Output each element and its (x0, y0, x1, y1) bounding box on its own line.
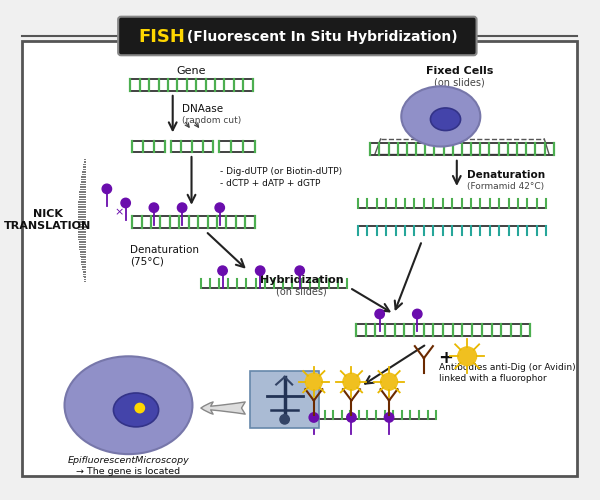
Text: ×: × (115, 208, 124, 218)
Text: Gene: Gene (177, 66, 206, 76)
Circle shape (380, 373, 398, 390)
Circle shape (121, 198, 130, 207)
Ellipse shape (65, 356, 193, 454)
Circle shape (102, 184, 112, 194)
Circle shape (413, 310, 422, 318)
Circle shape (347, 412, 356, 422)
Ellipse shape (113, 393, 158, 427)
Text: Denaturation: Denaturation (467, 170, 545, 179)
Text: → The gene is located: → The gene is located (76, 466, 181, 475)
Text: EpifluorescentMicroscopy: EpifluorescentMicroscopy (68, 456, 190, 465)
Text: (random cut): (random cut) (182, 116, 241, 124)
Text: DNAase: DNAase (182, 104, 223, 114)
Circle shape (215, 203, 224, 212)
FancyBboxPatch shape (250, 372, 319, 428)
Circle shape (295, 266, 304, 276)
Text: - Dig-dUTP (or Biotin-dUTP): - Dig-dUTP (or Biotin-dUTP) (220, 168, 342, 176)
Ellipse shape (430, 108, 461, 130)
Circle shape (178, 203, 187, 212)
Text: Fixed Cells: Fixed Cells (426, 66, 493, 76)
Circle shape (309, 412, 319, 422)
Text: Denaturation: Denaturation (130, 245, 199, 255)
Text: Antibodies anti-Dig (or Avidin): Antibodies anti-Dig (or Avidin) (439, 363, 575, 372)
Circle shape (305, 373, 322, 390)
Circle shape (385, 412, 394, 422)
Circle shape (135, 404, 145, 412)
Text: NICK
TRANSLATION: NICK TRANSLATION (4, 209, 91, 231)
Text: (on slides): (on slides) (434, 78, 485, 88)
Circle shape (256, 266, 265, 276)
Text: linked with a fluorophor: linked with a fluorophor (439, 374, 547, 384)
FancyBboxPatch shape (118, 16, 476, 56)
Text: FISH: FISH (138, 28, 185, 46)
Text: +: + (438, 349, 453, 367)
Text: (Formamid 42°C): (Formamid 42°C) (467, 182, 544, 190)
Ellipse shape (401, 86, 481, 146)
FancyBboxPatch shape (22, 41, 577, 476)
Text: (Fluorescent In Situ Hybridization): (Fluorescent In Situ Hybridization) (182, 30, 458, 44)
Text: (on slides): (on slides) (276, 286, 327, 296)
Text: - dCTP + dATP + dGTP: - dCTP + dATP + dGTP (220, 178, 320, 188)
Circle shape (343, 373, 360, 390)
Circle shape (280, 414, 289, 424)
Circle shape (149, 203, 158, 212)
Text: Hybridization: Hybridization (260, 275, 343, 285)
Circle shape (458, 347, 476, 366)
Text: (75°C): (75°C) (130, 256, 164, 266)
Circle shape (375, 310, 385, 318)
Circle shape (218, 266, 227, 276)
